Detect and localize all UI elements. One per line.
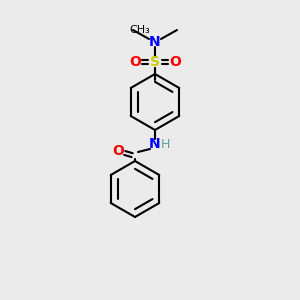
Text: O: O xyxy=(169,55,181,69)
Text: N: N xyxy=(149,35,161,49)
Text: H: H xyxy=(160,139,170,152)
Text: S: S xyxy=(150,55,160,69)
Text: CH₃: CH₃ xyxy=(129,25,150,35)
Text: N: N xyxy=(149,137,161,151)
Text: O: O xyxy=(129,55,141,69)
Text: O: O xyxy=(112,144,124,158)
